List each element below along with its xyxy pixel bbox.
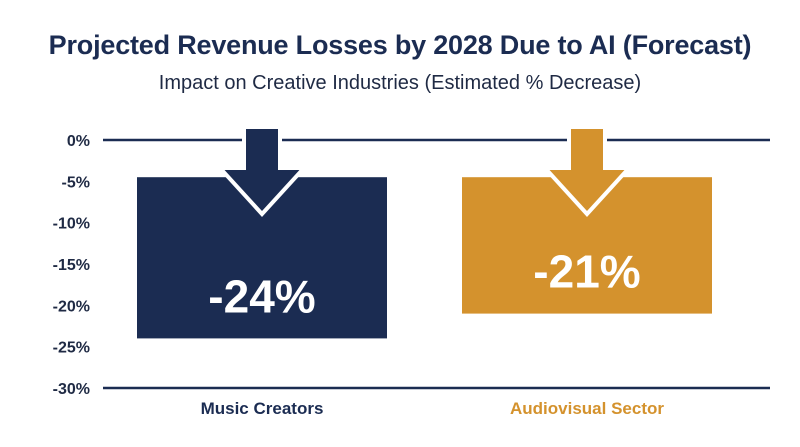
- down-arrow-icon: [540, 125, 634, 217]
- y-tick-label: -15%: [53, 257, 90, 274]
- y-tick-label: -25%: [53, 340, 90, 357]
- bar-data-label: -21%: [533, 246, 640, 298]
- chart-title: Projected Revenue Losses by 2028 Due to …: [48, 30, 752, 60]
- y-tick-label: 0%: [67, 133, 90, 150]
- y-tick-label: -5%: [62, 174, 90, 191]
- category-label: Audiovisual Sector: [510, 399, 664, 418]
- category-label: Music Creators: [201, 399, 324, 418]
- label-layer: -24% Music Creators -21% Audiovisual Sector: [201, 246, 665, 418]
- bar-data-label: -24%: [208, 270, 315, 322]
- y-tick-label: -30%: [53, 381, 90, 398]
- down-arrow-icon: [215, 125, 309, 217]
- bar-layer: [137, 125, 712, 339]
- y-tick-label: -10%: [53, 216, 90, 233]
- y-tick-label: -20%: [53, 298, 90, 315]
- chart-subtitle: Impact on Creative Industries (Estimated…: [158, 72, 642, 94]
- axis-layer: 0% -5% -10% -15% -20% -25% -30%: [53, 133, 770, 398]
